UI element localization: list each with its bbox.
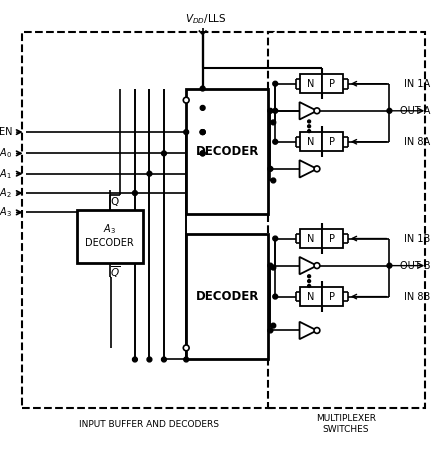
Circle shape: [271, 323, 276, 328]
Circle shape: [200, 130, 205, 135]
Text: P: P: [329, 291, 335, 302]
Bar: [300, 74, 322, 93]
Bar: [300, 287, 322, 306]
Text: EN: EN: [0, 127, 12, 137]
Circle shape: [273, 139, 278, 144]
Circle shape: [200, 86, 205, 91]
Bar: [186, 233, 268, 360]
Circle shape: [133, 191, 137, 195]
Bar: [186, 88, 268, 214]
Bar: [22, 32, 275, 408]
Circle shape: [133, 357, 137, 362]
Circle shape: [200, 130, 205, 135]
Text: N: N: [307, 291, 315, 302]
Text: $A_3$: $A_3$: [0, 206, 12, 219]
Circle shape: [271, 178, 276, 183]
Circle shape: [184, 357, 189, 362]
Circle shape: [200, 151, 205, 156]
Bar: [322, 132, 343, 151]
Circle shape: [387, 108, 392, 113]
Text: IN 8B: IN 8B: [404, 291, 430, 302]
Bar: [77, 210, 143, 263]
Circle shape: [308, 280, 311, 282]
Circle shape: [183, 97, 189, 103]
Bar: [300, 229, 322, 248]
Polygon shape: [299, 257, 317, 274]
Bar: [322, 287, 343, 306]
Circle shape: [308, 130, 311, 132]
Text: P: P: [329, 79, 335, 89]
Text: DECODER: DECODER: [196, 290, 259, 303]
Text: $A_3$: $A_3$: [103, 222, 116, 236]
Circle shape: [308, 285, 311, 287]
Bar: [322, 74, 343, 93]
Circle shape: [308, 120, 311, 123]
Text: OUT B: OUT B: [400, 260, 430, 271]
Text: MULTIPLEXER
SWITCHES: MULTIPLEXER SWITCHES: [316, 414, 376, 434]
Circle shape: [268, 328, 273, 333]
Circle shape: [268, 167, 273, 171]
Circle shape: [147, 357, 152, 362]
Circle shape: [387, 263, 392, 268]
Text: IN 8A: IN 8A: [404, 137, 430, 147]
Text: $\overline{Q}$: $\overline{Q}$: [110, 264, 120, 280]
Circle shape: [147, 171, 152, 176]
Circle shape: [273, 81, 278, 86]
Text: DECODER: DECODER: [196, 145, 259, 158]
Circle shape: [314, 108, 320, 114]
Text: $A_0$: $A_0$: [0, 146, 12, 160]
Polygon shape: [299, 160, 317, 177]
Text: $V_{DD}$/LLS: $V_{DD}$/LLS: [185, 12, 226, 26]
Circle shape: [184, 130, 189, 135]
Circle shape: [273, 236, 278, 241]
Text: IN 1A: IN 1A: [404, 79, 430, 89]
Circle shape: [271, 120, 276, 125]
Bar: [268, 32, 425, 408]
Circle shape: [271, 265, 276, 270]
Polygon shape: [299, 102, 317, 119]
Polygon shape: [299, 322, 317, 339]
Circle shape: [183, 345, 189, 351]
Circle shape: [200, 106, 205, 110]
Circle shape: [308, 125, 311, 128]
Text: P: P: [329, 137, 335, 147]
Circle shape: [314, 328, 320, 333]
Bar: [322, 229, 343, 248]
Text: P: P: [329, 233, 335, 243]
Circle shape: [314, 263, 320, 269]
Text: OUT A: OUT A: [400, 106, 430, 116]
Circle shape: [162, 151, 166, 156]
Text: $A_2$: $A_2$: [0, 186, 12, 200]
Circle shape: [200, 151, 205, 156]
Bar: [300, 132, 322, 151]
Text: N: N: [307, 137, 315, 147]
Text: DECODER: DECODER: [86, 238, 134, 248]
Circle shape: [273, 108, 278, 113]
Text: N: N: [307, 233, 315, 243]
Text: N: N: [307, 79, 315, 89]
Circle shape: [162, 357, 166, 362]
Circle shape: [273, 294, 278, 299]
Circle shape: [314, 166, 320, 172]
Circle shape: [268, 263, 273, 268]
Circle shape: [308, 275, 311, 278]
Text: INPUT BUFFER AND DECODERS: INPUT BUFFER AND DECODERS: [79, 420, 219, 429]
Circle shape: [200, 130, 205, 135]
Text: $A_1$: $A_1$: [0, 167, 12, 180]
Text: IN 1B: IN 1B: [404, 233, 430, 243]
Text: Q: Q: [111, 197, 119, 207]
Circle shape: [268, 108, 273, 113]
